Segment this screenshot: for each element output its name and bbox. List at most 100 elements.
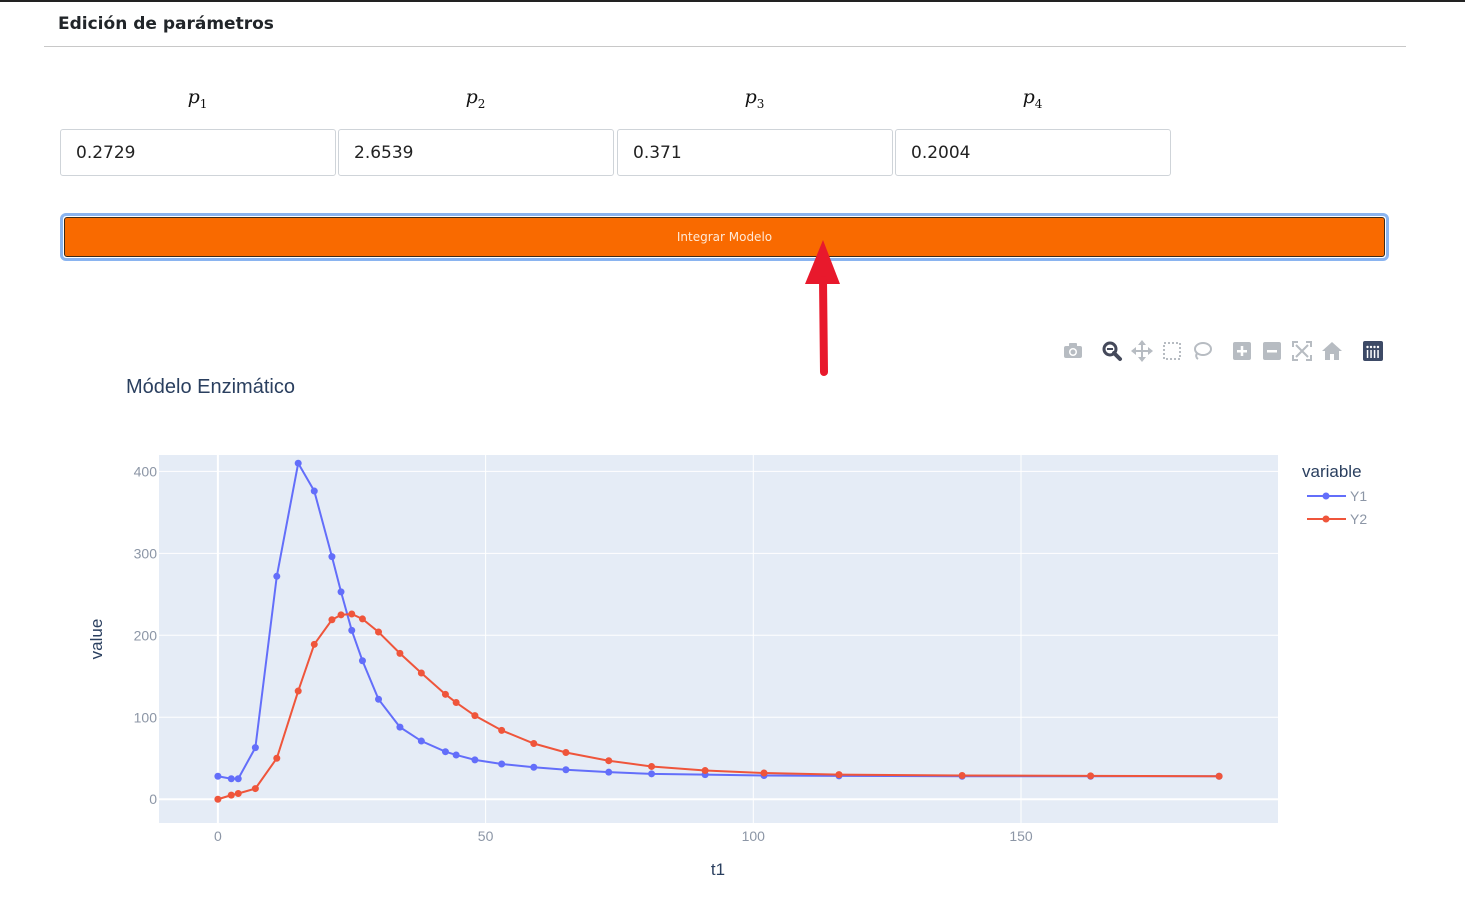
x-tick-labels: 0 50 100 150 (214, 828, 1033, 844)
param-label-p4: p4 (1022, 86, 1043, 111)
data-point-y1[interactable] (530, 763, 538, 771)
data-point-y1[interactable] (471, 756, 479, 764)
chart-legend: variable Y1 Y2 (1302, 462, 1367, 527)
data-point-y2[interactable] (562, 749, 570, 757)
legend-swatch-marker (1322, 492, 1330, 500)
enzymatic-model-chart: Módelo Enzimático 0 50 100 150 0 100 200 300 40… (87, 376, 1367, 879)
y-tick-label: 100 (134, 709, 158, 725)
param-label-p3: p3 (744, 86, 765, 111)
data-point-y2[interactable] (417, 669, 425, 677)
y-tick-label: 200 (134, 627, 158, 643)
x-axis-label: t1 (711, 860, 725, 879)
data-point-y1[interactable] (251, 744, 259, 752)
data-point-y1[interactable] (498, 760, 506, 768)
data-point-y2[interactable] (1215, 772, 1223, 780)
data-point-y1[interactable] (562, 766, 570, 774)
chart-title: Módelo Enzimático (126, 376, 295, 398)
zoom-icon[interactable] (1101, 340, 1123, 362)
camera-icon[interactable] (1062, 340, 1084, 362)
top-border (0, 0, 1465, 2)
x-tick-label: 50 (478, 828, 494, 844)
x-tick-label: 150 (1009, 828, 1033, 844)
data-point-y2[interactable] (375, 628, 383, 636)
red-arrow-annotation (805, 240, 840, 376)
legend-title: variable (1302, 462, 1362, 481)
data-point-y2[interactable] (471, 712, 479, 720)
data-point-y2[interactable] (234, 789, 242, 797)
data-point-y2[interactable] (958, 771, 966, 779)
data-point-y2[interactable] (498, 726, 506, 734)
param-input-p2[interactable] (338, 129, 614, 176)
data-point-y2[interactable] (701, 767, 709, 775)
data-point-y1[interactable] (648, 770, 656, 778)
data-point-y2[interactable] (835, 771, 843, 779)
arrow-head (805, 240, 840, 284)
series-line-y2 (217, 612, 1220, 801)
data-point-y1[interactable] (441, 748, 449, 756)
data-point-y2[interactable] (328, 616, 336, 624)
data-point-y1[interactable] (227, 775, 235, 783)
lasso-select-icon[interactable] (1191, 340, 1213, 362)
data-point-y1[interactable] (234, 775, 242, 783)
data-point-y2[interactable] (214, 795, 222, 803)
plotly-logo-icon[interactable] (1362, 340, 1384, 362)
data-point-y2[interactable] (530, 739, 538, 747)
data-point-y2[interactable] (273, 754, 281, 762)
data-point-y2[interactable] (348, 610, 356, 618)
section-title: Edición de parámetros (58, 14, 274, 34)
integrate-model-button[interactable]: Integrar Modelo (64, 217, 1385, 257)
data-point-y1[interactable] (452, 751, 460, 759)
data-point-y1[interactable] (328, 553, 336, 561)
pan-icon[interactable] (1131, 340, 1153, 362)
data-point-y2[interactable] (358, 615, 366, 623)
zoom-in-icon[interactable] (1231, 340, 1253, 362)
data-point-y1[interactable] (214, 772, 222, 780)
param-label-p2: p2 (465, 86, 486, 111)
data-point-y1[interactable] (273, 572, 281, 580)
data-point-y1[interactable] (358, 657, 366, 665)
y-axis-label: value (87, 619, 106, 660)
data-point-y2[interactable] (648, 762, 656, 770)
zoom-out-icon[interactable] (1261, 340, 1283, 362)
series-lines (217, 460, 1220, 801)
data-point-y1[interactable] (310, 487, 318, 495)
integrate-button-focus-ring: Integrar Modelo (60, 213, 1389, 261)
data-point-y1[interactable] (348, 626, 356, 634)
data-point-y2[interactable] (294, 687, 302, 695)
series-line-y1 (217, 460, 1220, 780)
data-point-y1[interactable] (294, 459, 302, 467)
data-point-y2[interactable] (310, 640, 318, 648)
section-divider (44, 46, 1406, 47)
x-tick-label: 0 (214, 828, 222, 844)
y-tick-label: 0 (149, 791, 157, 807)
param-label-p1: p1 (187, 86, 208, 111)
param-input-p4[interactable] (895, 129, 1171, 176)
data-point-y1[interactable] (375, 695, 383, 703)
box-select-icon[interactable] (1161, 340, 1183, 362)
data-point-y2[interactable] (760, 769, 768, 777)
data-point-y2[interactable] (251, 785, 259, 793)
x-tick-label: 100 (742, 828, 766, 844)
data-point-y2[interactable] (396, 649, 404, 657)
data-point-y2[interactable] (337, 611, 345, 619)
legend-item-y1[interactable]: Y1 (1350, 488, 1367, 504)
data-point-y2[interactable] (605, 757, 613, 765)
reset-axes-icon[interactable] (1321, 340, 1343, 362)
autoscale-icon[interactable] (1291, 340, 1313, 362)
y-tick-label: 400 (134, 463, 158, 479)
data-point-y2[interactable] (452, 699, 460, 707)
legend-item-y2[interactable]: Y2 (1350, 511, 1367, 527)
data-point-y1[interactable] (417, 737, 425, 745)
param-input-p1[interactable] (60, 129, 336, 176)
data-point-y2[interactable] (227, 791, 235, 799)
data-point-y1[interactable] (337, 588, 345, 596)
plot-area[interactable] (159, 455, 1278, 823)
data-point-y1[interactable] (396, 723, 404, 731)
series-markers (214, 459, 1223, 803)
data-point-y1[interactable] (605, 768, 613, 776)
data-point-y2[interactable] (1087, 772, 1095, 780)
chart-modebar (1060, 340, 1390, 364)
arrow-shaft (819, 276, 828, 376)
param-input-p3[interactable] (617, 129, 893, 176)
data-point-y2[interactable] (441, 690, 449, 698)
